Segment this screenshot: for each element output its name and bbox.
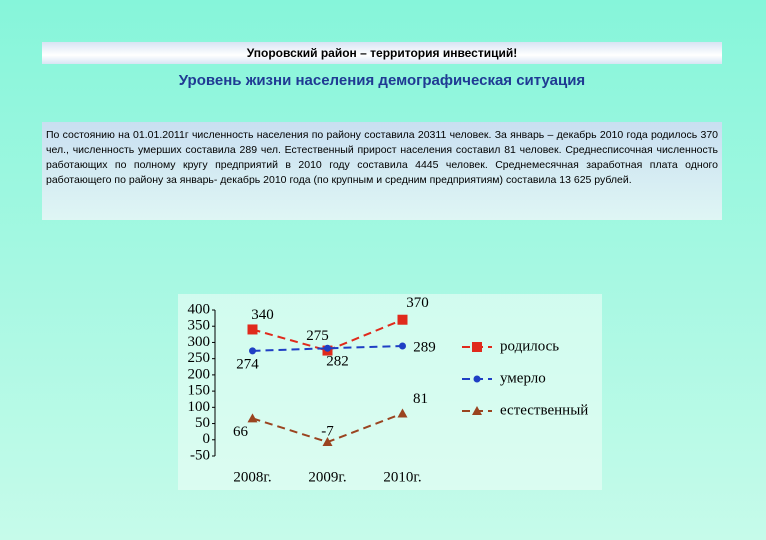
paragraph: По состоянию на 01.01.2011г численность …	[42, 122, 722, 220]
data-label: -7	[321, 423, 334, 439]
series-line	[252, 318, 403, 352]
data-label: 66	[233, 424, 249, 440]
y-tick-label: 50	[195, 415, 210, 431]
y-tick-label: 350	[188, 318, 211, 334]
marker	[472, 406, 482, 415]
legend-label: умерло	[500, 370, 546, 386]
marker	[247, 324, 258, 335]
data-label: 275	[306, 328, 329, 344]
y-tick-label: 0	[203, 431, 211, 447]
data-label: 340	[251, 307, 274, 323]
chart-area	[178, 294, 602, 490]
x-tick-label: 2009г.	[308, 469, 346, 485]
marker	[397, 314, 408, 325]
subtitle: Уровень жизни населения демографическая …	[178, 72, 586, 89]
marker	[397, 408, 408, 418]
x-tick-label: 2010г.	[383, 469, 421, 485]
marker	[473, 375, 481, 383]
y-tick-label: 400	[188, 301, 211, 317]
y-tick-label: 150	[188, 383, 211, 399]
marker	[472, 342, 482, 352]
marker	[247, 413, 258, 423]
y-tick-label: -50	[190, 447, 210, 463]
data-label: 282	[326, 354, 349, 370]
data-label: 370	[406, 295, 429, 311]
y-tick-label: 100	[188, 399, 211, 415]
legend-label: естественный	[500, 402, 588, 418]
marker	[249, 347, 256, 355]
data-label: 81	[413, 391, 428, 407]
data-label: 274	[236, 356, 259, 372]
y-tick-label: 250	[188, 350, 211, 366]
y-tick-label: 300	[188, 334, 211, 350]
x-tick-label: 2008г.	[233, 469, 271, 485]
legend-label: родилось	[500, 338, 559, 354]
data-label: 289	[413, 339, 436, 355]
header: Упоровский район – территория инвестиций…	[42, 42, 722, 64]
marker	[399, 342, 406, 350]
marker	[324, 344, 331, 352]
y-tick-label: 200	[188, 366, 211, 382]
marker	[322, 437, 333, 447]
